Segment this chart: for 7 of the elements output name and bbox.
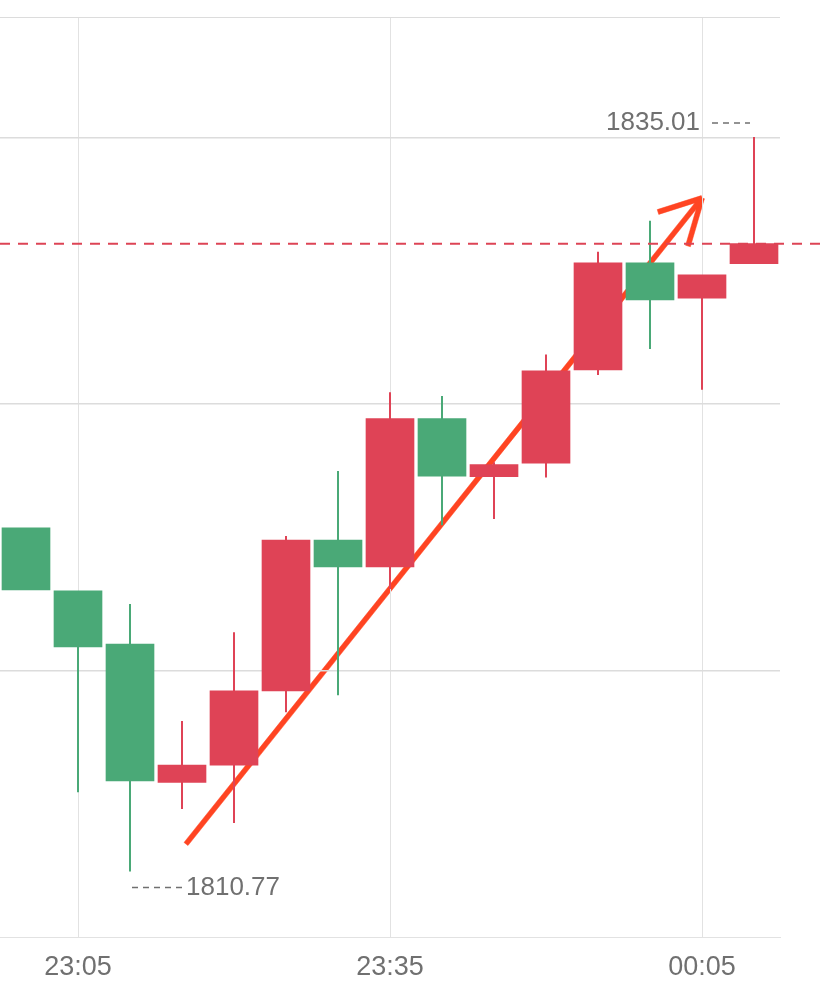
annotation: 1835.01 [606,106,700,137]
x-tick-label: 23:05 [44,950,112,981]
candlestick [313,469,363,697]
x-tick-label: 23:35 [356,950,424,981]
annotation: 1810.77 [186,870,280,901]
x-tick-label: 00:05 [668,950,736,981]
candlestick [469,461,519,521]
